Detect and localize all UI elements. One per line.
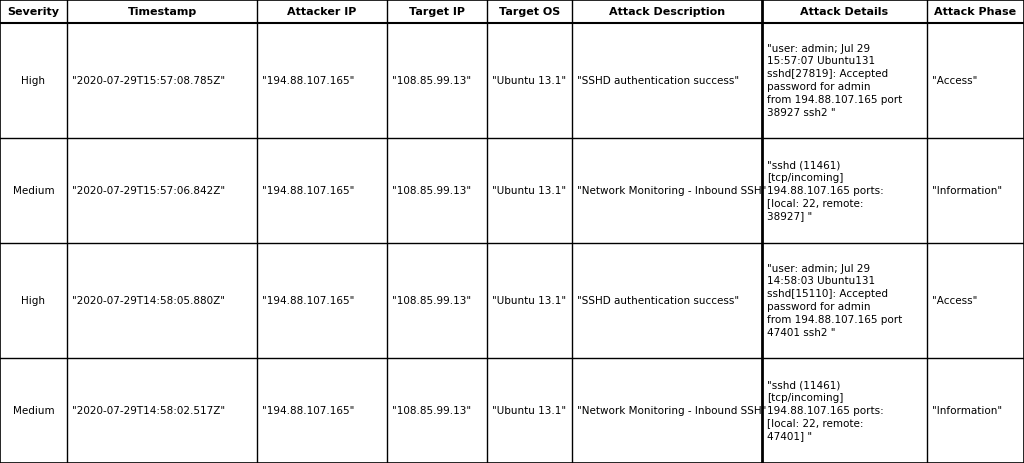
Text: "Network Monitoring - Inbound SSH": "Network Monitoring - Inbound SSH" — [577, 186, 766, 196]
Text: Target OS: Target OS — [499, 6, 560, 17]
Text: "108.85.99.13": "108.85.99.13" — [392, 75, 471, 86]
Text: "194.88.107.165": "194.88.107.165" — [262, 186, 354, 196]
Text: Attack Details: Attack Details — [801, 6, 889, 17]
Text: "SSHD authentication success": "SSHD authentication success" — [577, 75, 739, 86]
Text: Attack Phase: Attack Phase — [935, 6, 1017, 17]
Text: Attacker IP: Attacker IP — [288, 6, 356, 17]
Text: "Network Monitoring - Inbound SSH": "Network Monitoring - Inbound SSH" — [577, 406, 766, 416]
Text: "Access": "Access" — [932, 75, 977, 86]
Text: "sshd (11461)
[tcp/incoming]
194.88.107.165 ports:
[local: 22, remote:
38927] ": "sshd (11461) [tcp/incoming] 194.88.107.… — [767, 160, 884, 221]
Text: "108.85.99.13": "108.85.99.13" — [392, 406, 471, 416]
Text: High: High — [22, 296, 45, 306]
Text: Timestamp: Timestamp — [127, 6, 197, 17]
Text: "Ubuntu 13.1": "Ubuntu 13.1" — [492, 75, 566, 86]
Text: "194.88.107.165": "194.88.107.165" — [262, 296, 354, 306]
Text: "108.85.99.13": "108.85.99.13" — [392, 296, 471, 306]
Text: "194.88.107.165": "194.88.107.165" — [262, 75, 354, 86]
Text: High: High — [22, 75, 45, 86]
Text: "Access": "Access" — [932, 296, 977, 306]
Text: "user: admin; Jul 29
15:57:07 Ubuntu131
sshd[27819]: Accepted
password for admin: "user: admin; Jul 29 15:57:07 Ubuntu131 … — [767, 44, 902, 118]
Text: Medium: Medium — [12, 186, 54, 196]
Text: "sshd (11461)
[tcp/incoming]
194.88.107.165 ports:
[local: 22, remote:
47401] ": "sshd (11461) [tcp/incoming] 194.88.107.… — [767, 380, 884, 441]
Text: "2020-07-29T15:57:08.785Z": "2020-07-29T15:57:08.785Z" — [72, 75, 225, 86]
Text: "2020-07-29T15:57:06.842Z": "2020-07-29T15:57:06.842Z" — [72, 186, 225, 196]
Text: "Information": "Information" — [932, 186, 1002, 196]
Text: Severity: Severity — [7, 6, 59, 17]
Text: Medium: Medium — [12, 406, 54, 416]
Text: "2020-07-29T14:58:02.517Z": "2020-07-29T14:58:02.517Z" — [72, 406, 225, 416]
Text: Target IP: Target IP — [409, 6, 465, 17]
Text: "SSHD authentication success": "SSHD authentication success" — [577, 296, 739, 306]
Text: "Ubuntu 13.1": "Ubuntu 13.1" — [492, 296, 566, 306]
Text: Attack Description: Attack Description — [609, 6, 725, 17]
Text: "Ubuntu 13.1": "Ubuntu 13.1" — [492, 186, 566, 196]
Text: "108.85.99.13": "108.85.99.13" — [392, 186, 471, 196]
Text: "Ubuntu 13.1": "Ubuntu 13.1" — [492, 406, 566, 416]
Text: "194.88.107.165": "194.88.107.165" — [262, 406, 354, 416]
Text: "user: admin; Jul 29
14:58:03 Ubuntu131
sshd[15110]: Accepted
password for admin: "user: admin; Jul 29 14:58:03 Ubuntu131 … — [767, 263, 902, 338]
Text: "2020-07-29T14:58:05.880Z": "2020-07-29T14:58:05.880Z" — [72, 296, 225, 306]
Text: "Information": "Information" — [932, 406, 1002, 416]
